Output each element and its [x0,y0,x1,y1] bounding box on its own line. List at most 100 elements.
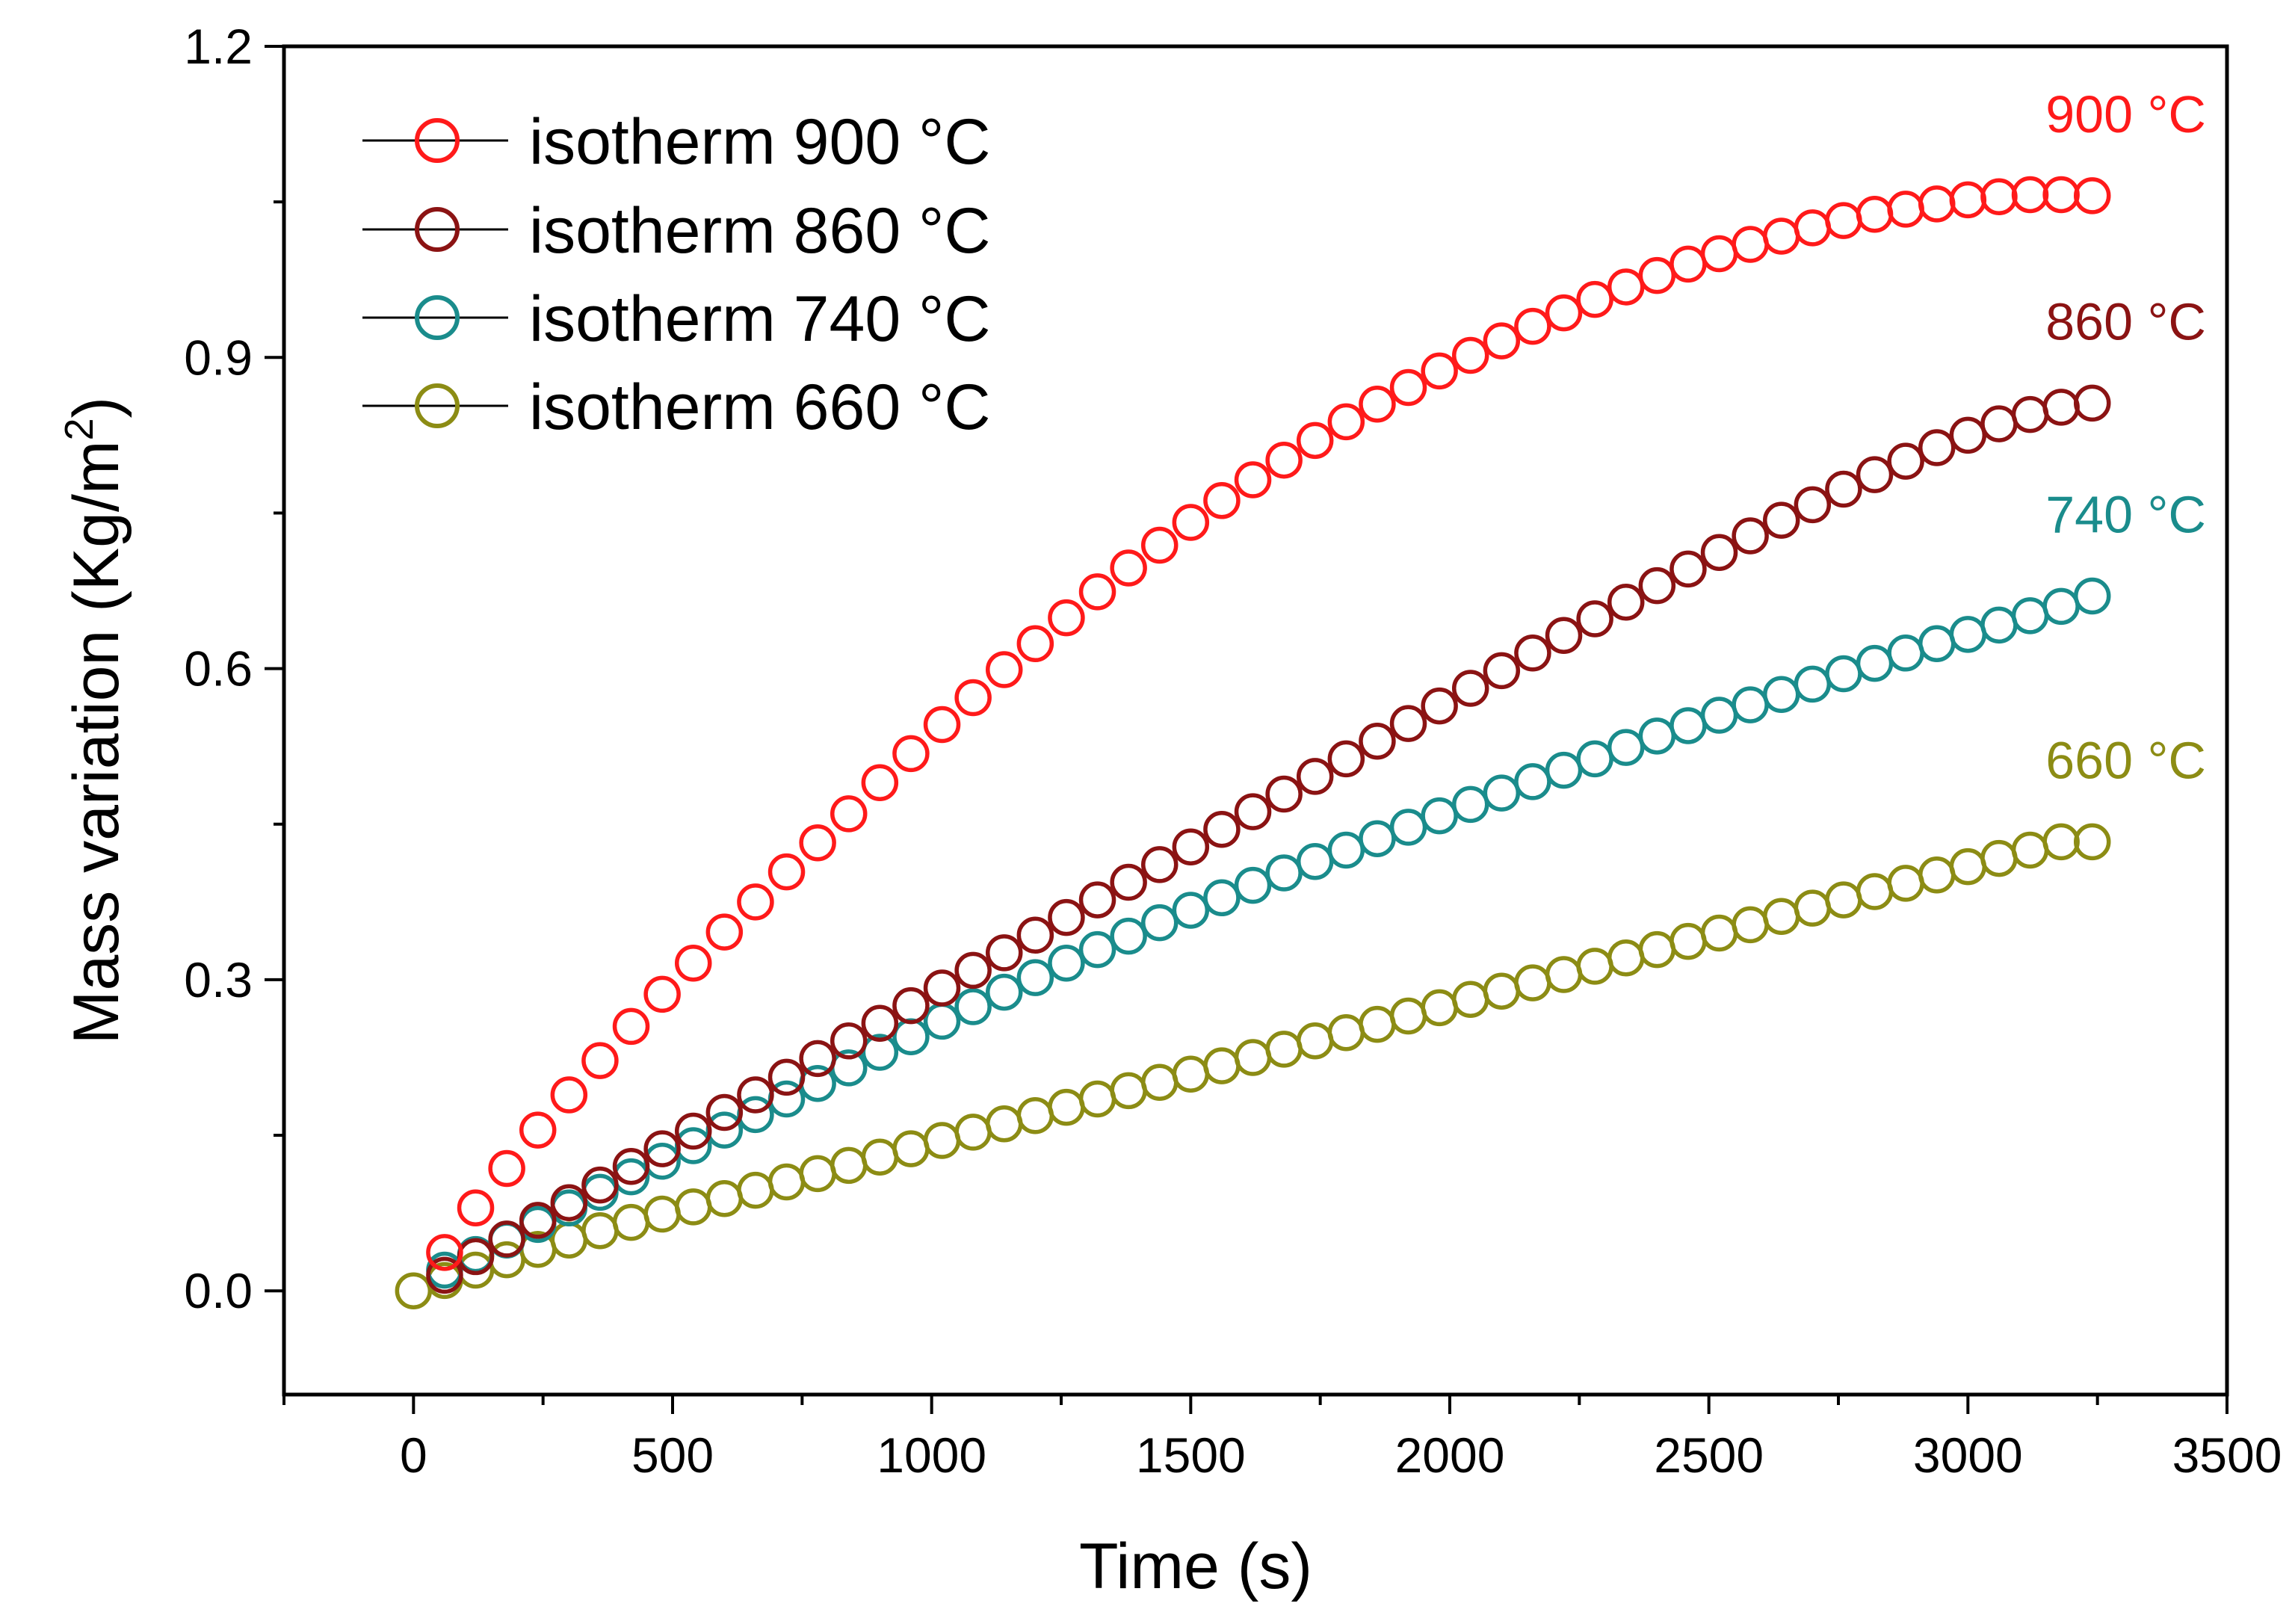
data-point [799,824,836,862]
data-point [1638,566,1676,605]
data-point [426,1234,463,1271]
data-point [2073,384,2111,422]
data-point [1421,797,1458,835]
x-tick-label: 1000 [877,1427,986,1483]
data-point [1483,774,1521,812]
data-point [1732,517,1769,555]
data-point [861,764,899,802]
data-point [1110,549,1147,587]
legend-marker [415,383,460,428]
data-point [1669,550,1707,588]
plot-frame [282,44,2229,1397]
data-point [1203,482,1241,519]
data-point [550,1184,588,1222]
data-point [1296,422,1334,460]
data-point [1016,916,1054,954]
data-point [1359,723,1396,760]
x-tick-label: 1500 [1136,1427,1246,1483]
data-point [1389,809,1427,846]
data-point [1327,403,1365,441]
y-axis: 0.0 0.3 0.6 0.9 1.2 [184,19,284,1318]
data-point [1234,866,1272,904]
series-2-points [426,384,2111,1294]
data-point [1700,534,1738,571]
data-point [830,795,868,833]
data-point [1451,336,1489,374]
data-point [830,1022,868,1060]
data-point [1918,429,1956,466]
data-point [737,883,774,921]
data-point [1078,573,1116,611]
data-point [923,969,961,1007]
data-point [1421,352,1458,390]
data-point [643,1130,681,1167]
data-point [985,934,1023,972]
data-point [2073,823,2111,861]
data-point [1576,280,1613,318]
y-tick-label: 0.0 [184,1263,253,1318]
legend-marker [415,295,460,340]
data-point [1327,831,1365,869]
end-label: 860 °C [2045,292,2206,351]
data-point [1140,904,1179,942]
data-point [705,913,744,951]
end-labels: 900 °C 860 °C 740 °C 660 °C [2045,85,2206,790]
data-point [1451,785,1489,824]
data-point [1762,501,1800,539]
data-point [1359,820,1396,857]
y-axis-title-superscript: 2 [57,418,102,440]
legend-label: isotherm 660 °C [529,371,991,443]
y-tick-label: 0.3 [184,952,253,1007]
x-tick-label: 0 [400,1427,427,1483]
data-point [1172,504,1210,541]
data-point [1887,442,1924,480]
end-label: 740 °C [2045,485,2206,543]
data-point [643,975,681,1013]
legend-label: isotherm 860 °C [529,195,991,267]
data-point [1234,461,1272,498]
data-point [581,1042,619,1079]
data-point [954,951,992,989]
data-point [799,1040,836,1078]
data-point [954,679,992,717]
data-point [1016,625,1054,663]
x-tick-label: 3000 [1913,1427,2023,1483]
data-point [1483,322,1521,359]
data-point [1110,917,1147,955]
data-point [767,853,806,891]
data-point [1048,599,1085,637]
data-point [581,1166,619,1204]
data-point [1638,256,1676,294]
data-point [1576,740,1613,778]
data-point [954,988,992,1025]
data-point [2073,177,2111,214]
data-point [923,706,961,744]
data-point [674,944,712,982]
series-3-points [426,577,2111,1289]
data-point [1203,879,1241,917]
data-point [1265,854,1303,892]
x-tick-label: 2000 [1395,1427,1505,1483]
data-point [1359,386,1396,423]
data-point [1172,828,1210,866]
data-point [1078,930,1116,969]
data-point [488,1149,525,1188]
data-point [861,1004,899,1042]
data-point [1389,705,1427,742]
data-point [1172,892,1210,929]
data-point [1514,307,1551,345]
data-point [1483,652,1521,690]
series-4-points [395,823,2111,1309]
data-point [1545,751,1583,789]
data-point [892,987,930,1025]
y-tick-label: 0.6 [184,641,253,697]
data-point [1203,810,1241,848]
data-point [892,735,930,773]
data-point [1514,635,1551,672]
y-axis-title-close: ) [61,397,132,419]
data-point [705,1093,744,1131]
data-point [1048,944,1085,982]
data-point [1140,526,1179,564]
data-point [519,1202,557,1239]
end-label: 660 °C [2045,731,2206,789]
